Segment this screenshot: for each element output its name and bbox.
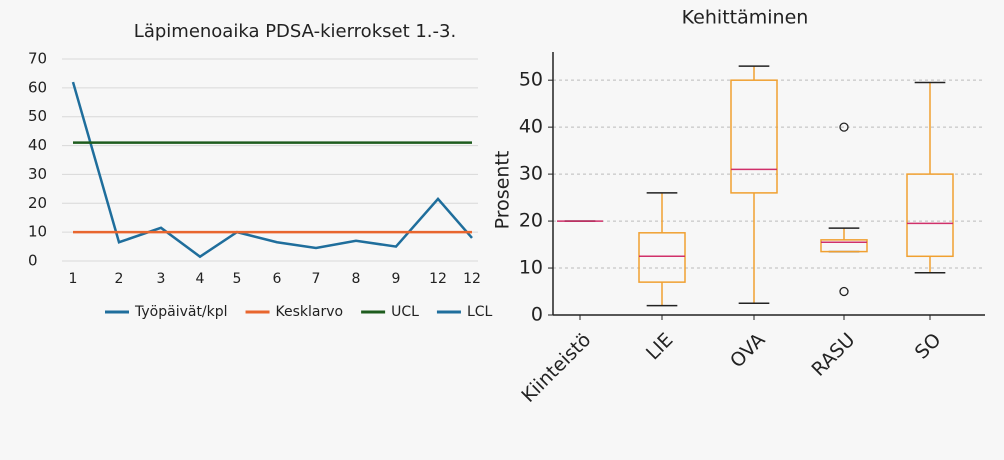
- x-tick-label: 3: [157, 271, 166, 287]
- chart-title: Läpimenoaika PDSA-kierrokset 1.-3.: [134, 21, 456, 42]
- x-tick-label: 6: [273, 271, 282, 287]
- y-tick-label: 0: [28, 252, 38, 270]
- y-tick-label: 30: [519, 163, 543, 185]
- outlier: [839, 286, 849, 297]
- outlier: [839, 122, 849, 132]
- chart-title: Kehittäminen: [682, 7, 809, 29]
- y-tick-label: 50: [28, 107, 47, 125]
- y-tick-label: 40: [519, 116, 543, 138]
- y-tick-label: 50: [519, 69, 543, 91]
- x-tick-label: Kiinteistö: [517, 329, 595, 407]
- y-tick-label: 70: [28, 50, 47, 68]
- x-tick-label: LIE: [642, 329, 677, 364]
- box: [820, 239, 868, 253]
- y-tick-label: 20: [28, 194, 47, 212]
- box: [730, 79, 778, 194]
- x-tick-label: 12: [463, 271, 481, 287]
- series-line: [71, 81, 473, 259]
- x-tick-label: 9: [392, 271, 401, 287]
- y-tick-label: 10: [519, 257, 543, 279]
- x-tick-label: 12: [429, 271, 447, 287]
- box: [638, 232, 686, 283]
- box: [906, 173, 954, 258]
- x-tick-label: 7: [312, 271, 321, 287]
- y-axis-label: Prosentt: [492, 151, 514, 230]
- y-tick-label: 30: [28, 165, 47, 183]
- y-tick-label: 40: [28, 136, 47, 154]
- x-tick-label: OVA: [726, 329, 769, 372]
- y-tick-label: 10: [28, 223, 47, 241]
- x-tick-label: 2: [115, 271, 124, 287]
- x-tick-label: 4: [196, 271, 205, 287]
- legend-label: Kesklarvo: [276, 304, 344, 320]
- x-tick-label: SO: [911, 329, 946, 364]
- y-tick-label: 0: [531, 304, 543, 326]
- x-tick-label: 8: [352, 271, 361, 287]
- x-tick-label: 5: [233, 271, 242, 287]
- x-tick-label: 1: [69, 271, 78, 287]
- legend-label: UCL: [391, 304, 419, 320]
- x-tick-label: RASU: [808, 329, 860, 381]
- legend-label: Työpäivät/kpl: [134, 304, 228, 320]
- y-tick-label: 60: [28, 78, 47, 96]
- legend-label: LCL: [467, 304, 493, 320]
- y-tick-label: 20: [519, 210, 543, 232]
